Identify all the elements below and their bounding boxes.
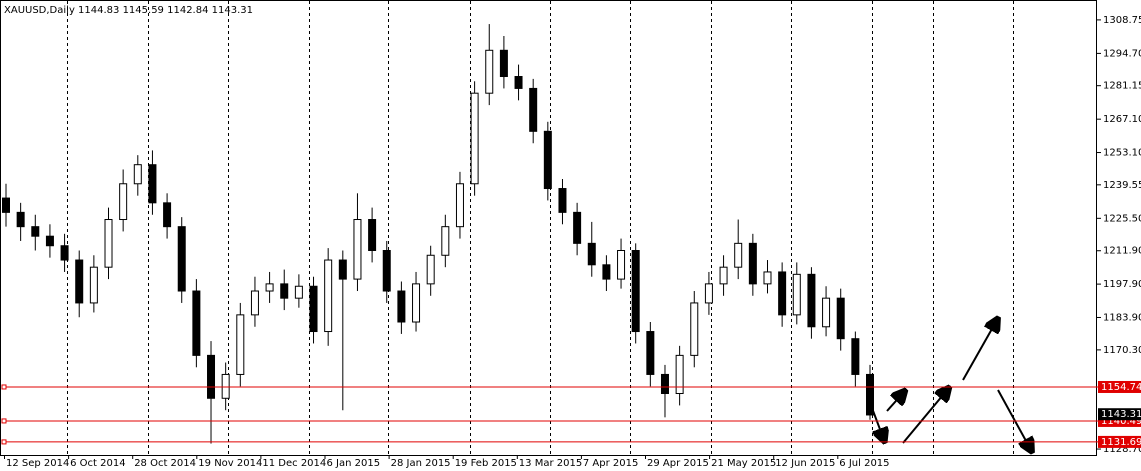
candle-body bbox=[31, 226, 40, 237]
x-tick-label: 12 Sep 2014 bbox=[6, 458, 69, 469]
candle-body bbox=[763, 271, 772, 285]
y-tick-label: 1211.90 bbox=[1103, 246, 1141, 257]
x-tick-label: 11 Dec 2014 bbox=[262, 458, 326, 469]
level-label: 1140.49 bbox=[1101, 416, 1141, 427]
candle-body bbox=[617, 250, 626, 280]
candle-body bbox=[704, 283, 713, 304]
candle-body bbox=[75, 259, 84, 304]
candle-body bbox=[45, 235, 54, 247]
level-label-box bbox=[1098, 380, 1141, 393]
candle-body bbox=[309, 285, 318, 333]
candle-body bbox=[2, 197, 10, 213]
candle-body bbox=[382, 250, 391, 292]
candle-body bbox=[719, 266, 728, 285]
candle-body bbox=[397, 290, 406, 323]
x-tick-label: 28 Oct 2014 bbox=[134, 458, 196, 469]
last-price-box bbox=[1098, 408, 1141, 421]
candle-body bbox=[587, 242, 596, 266]
x-tick-label: 21 May 2015 bbox=[711, 458, 776, 469]
candle-body bbox=[89, 266, 98, 304]
level-handle bbox=[1, 384, 7, 390]
x-tick-label: 6 Oct 2014 bbox=[70, 458, 125, 469]
candle-body bbox=[792, 273, 801, 316]
candle-body bbox=[368, 219, 377, 252]
candle-body bbox=[529, 87, 538, 132]
level-label: 1154.74 bbox=[1101, 382, 1141, 393]
y-tick-label: 1253.10 bbox=[1103, 148, 1141, 159]
candle-body bbox=[602, 264, 611, 280]
level-label: 1131.69 bbox=[1101, 437, 1141, 448]
candle-body bbox=[426, 254, 435, 285]
x-tick-label: 19 Nov 2014 bbox=[198, 458, 262, 469]
level-handle bbox=[1, 418, 7, 424]
candle-body bbox=[119, 183, 128, 221]
x-tick-label: 6 Jul 2015 bbox=[839, 458, 889, 469]
y-tick-label: 1170.30 bbox=[1103, 345, 1141, 356]
candle-body bbox=[660, 373, 669, 395]
candle-body bbox=[338, 259, 347, 280]
x-tick-label: 13 Mar 2015 bbox=[519, 458, 582, 469]
candle-body bbox=[60, 245, 69, 261]
candle-body bbox=[163, 202, 172, 228]
candle-body bbox=[485, 49, 494, 94]
level-label-box bbox=[1098, 435, 1141, 448]
candle-body bbox=[455, 183, 464, 228]
candle-body bbox=[573, 211, 582, 244]
candle-body bbox=[514, 76, 523, 89]
candle-body bbox=[192, 290, 201, 356]
last-price-label: 1143.31 bbox=[1101, 409, 1141, 420]
y-tick-label: 1308.75 bbox=[1103, 15, 1141, 26]
candle-body bbox=[543, 130, 552, 190]
candle-body bbox=[324, 259, 333, 333]
candle-body bbox=[499, 49, 508, 78]
candle-body bbox=[558, 188, 567, 213]
y-tick-label: 1239.55 bbox=[1103, 180, 1141, 191]
candle-body bbox=[133, 164, 142, 185]
x-tick-label: 12 Jun 2015 bbox=[775, 458, 835, 469]
candle-body bbox=[807, 273, 816, 328]
y-tick-label: 1267.10 bbox=[1103, 114, 1141, 125]
candle-body bbox=[470, 92, 479, 185]
candle-body bbox=[690, 302, 699, 356]
x-tick-label: 29 Apr 2015 bbox=[647, 458, 709, 469]
candle-body bbox=[177, 226, 186, 292]
candle-body bbox=[778, 271, 787, 316]
candle-body bbox=[250, 290, 259, 316]
candle-body bbox=[221, 373, 230, 399]
level-handle bbox=[1, 439, 7, 445]
candle-body bbox=[353, 219, 362, 280]
candle-body bbox=[207, 354, 216, 399]
y-tick-label: 1225.50 bbox=[1103, 213, 1141, 224]
candle-body bbox=[748, 242, 757, 285]
forecast-arrows bbox=[871, 320, 1031, 450]
y-tick-label: 1281.15 bbox=[1103, 81, 1141, 92]
candle-body bbox=[866, 373, 874, 416]
candle-body bbox=[236, 314, 245, 375]
candle-body bbox=[631, 250, 640, 333]
candle-body bbox=[16, 211, 25, 228]
candle-body bbox=[104, 219, 113, 268]
x-tick-label: 6 Jan 2015 bbox=[327, 458, 381, 469]
y-tick-label: 1128.70 bbox=[1103, 444, 1141, 455]
x-tick-label: 7 Apr 2015 bbox=[583, 458, 638, 469]
candle-body bbox=[441, 226, 450, 256]
candle-body bbox=[148, 164, 157, 204]
chart-title: XAUUSD,Daily 1144.83 1145.59 1142.84 114… bbox=[4, 5, 253, 16]
y-tick-label: 1183.90 bbox=[1103, 312, 1141, 323]
candle-body bbox=[412, 283, 421, 323]
candle-body bbox=[646, 331, 655, 375]
candle-body bbox=[822, 297, 831, 328]
x-tick-label: 19 Feb 2015 bbox=[455, 458, 517, 469]
x-tick-label: 28 Jan 2015 bbox=[391, 458, 451, 469]
candle-body bbox=[280, 283, 289, 299]
candle-body bbox=[294, 285, 303, 299]
y-tick-label: 1294.70 bbox=[1103, 48, 1141, 59]
candle-body bbox=[851, 338, 860, 375]
candle-body bbox=[836, 297, 845, 340]
candle-body bbox=[734, 242, 743, 268]
candle-body bbox=[675, 354, 684, 395]
candle-body bbox=[265, 283, 274, 292]
y-tick-label: 1197.90 bbox=[1103, 279, 1141, 290]
